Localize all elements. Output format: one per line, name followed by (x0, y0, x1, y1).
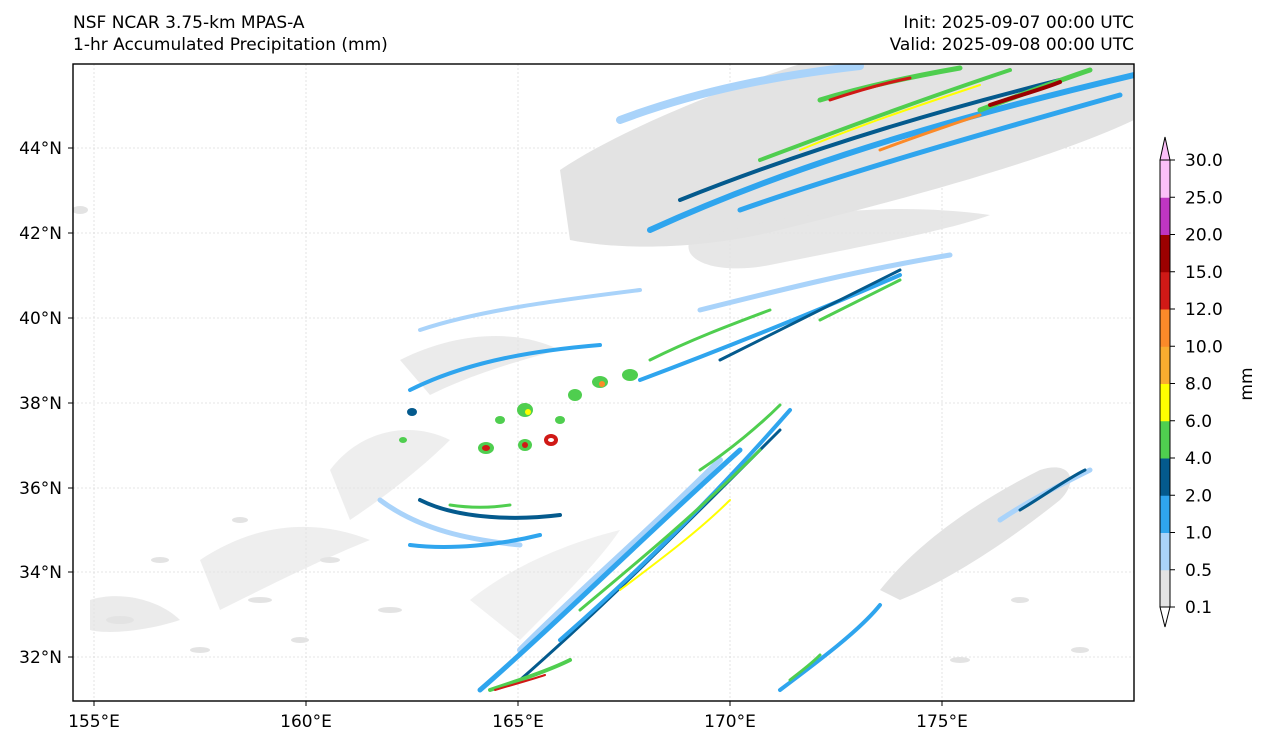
colorbar-segment (1160, 495, 1170, 533)
lon-tick-label: 155°E (68, 712, 120, 732)
axis-ticks (68, 147, 943, 706)
colorbar-tick-label: 30.0 (1185, 151, 1223, 171)
colorbar-tick-label: 6.0 (1185, 412, 1212, 432)
lon-tick-label: 175°E (916, 712, 968, 732)
lat-tick-label: 38°N (19, 394, 62, 414)
colorbar-tick-label: 4.0 (1185, 449, 1212, 469)
colorbar-tick-label: 8.0 (1185, 375, 1212, 395)
valid-time-label: Valid: 2025-09-08 00:00 UTC (889, 35, 1134, 55)
colorbar-segments (1160, 160, 1170, 608)
precip-speckle (73, 206, 1089, 663)
lat-tick-label: 32°N (19, 648, 62, 668)
colorbar-lower-extend (1159, 606, 1171, 628)
colorbar-tick-label: 1.0 (1185, 524, 1212, 544)
lon-tick-label: 160°E (280, 712, 332, 732)
colorbar-segment (1160, 532, 1170, 571)
precip-heavy-cores (448, 65, 1093, 692)
lat-tick-label: 42°N (19, 224, 62, 244)
colorbar-tick-label: 12.0 (1185, 300, 1223, 320)
map-frame (72, 63, 1135, 702)
lat-tick-label: 34°N (19, 563, 62, 583)
colorbar-segment (1160, 420, 1170, 459)
colorbar-segment (1160, 309, 1170, 347)
colorbar-tick-label: 0.1 (1185, 598, 1212, 618)
colorbar-tick-label: 2.0 (1185, 486, 1212, 506)
colorbar-ticks: 0.1 0.5 1.0 2.0 4.0 6.0 8.0 10.0 12.0 15.0 20.0 25.… (1170, 151, 1223, 618)
colorbar-tick-label: 0.5 (1185, 561, 1212, 581)
colorbar-tick-label: 10.0 (1185, 337, 1223, 357)
colorbar-segment (1160, 160, 1170, 198)
colorbar-tick-label: 15.0 (1185, 263, 1223, 283)
colorbar-segment (1160, 234, 1170, 273)
storm-center-cells (399, 369, 638, 454)
init-time-label: Init: 2025-09-07 00:00 UTC (903, 13, 1134, 33)
colorbar-segment (1160, 271, 1170, 310)
latitude-tick-labels: 44°N 42°N 40°N 38°N 36°N 34°N 32°N (19, 139, 62, 668)
precip-blue-bands (408, 72, 1134, 693)
lat-tick-label: 40°N (19, 309, 62, 329)
colorbar-upper-extend (1159, 136, 1171, 161)
colorbar-tick-label: 25.0 (1185, 188, 1223, 208)
lat-tick-label: 44°N (19, 139, 62, 159)
colorbar-segment (1160, 569, 1170, 608)
colorbar-segment (1160, 197, 1170, 235)
colorbar: 0.1 0.5 1.0 2.0 4.0 6.0 8.0 10.0 12.0 15.0 20.0 25.… (1159, 136, 1257, 628)
lon-tick-label: 170°E (704, 712, 756, 732)
lon-tick-label: 165°E (492, 712, 544, 732)
map-plot-area (73, 64, 1134, 701)
longitude-tick-labels: 155°E 160°E 165°E 170°E 175°E (68, 712, 968, 732)
model-title: NSF NCAR 3.75-km MPAS-A (73, 13, 305, 33)
colorbar-unit-label: mm (1237, 367, 1257, 400)
lat-tick-label: 36°N (19, 479, 62, 499)
colorbar-tick-label: 20.0 (1185, 226, 1223, 246)
colorbar-segment (1160, 383, 1170, 422)
colorbar-segment (1160, 346, 1170, 384)
field-title: 1-hr Accumulated Precipitation (mm) (73, 35, 388, 55)
colorbar-segment (1160, 458, 1170, 496)
